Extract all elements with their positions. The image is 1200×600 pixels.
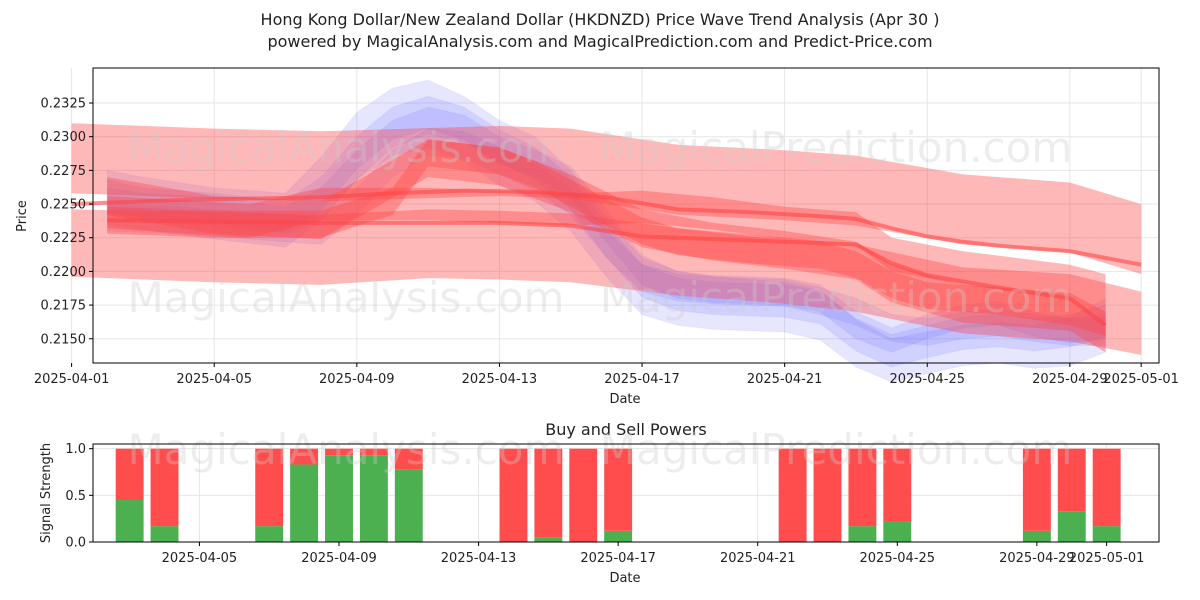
sell-bar [1022, 448, 1051, 531]
red-wave-band [107, 139, 1106, 353]
power-y-tick-label: 0.5 [65, 489, 86, 504]
power-x-tick-label: 2025-04-09 [301, 551, 377, 566]
buy-bar [150, 526, 179, 542]
buy-bar [1022, 530, 1051, 542]
power-y-axis: 0.0 0.5 1.0 [65, 442, 93, 551]
price-x-tick-label: 2025-04-13 [462, 372, 538, 387]
price-x-tick-label: 2025-04-17 [604, 372, 680, 387]
chart-subtitle: powered by MagicalAnalysis.com and Magic… [267, 32, 932, 51]
sell-bar [115, 448, 144, 500]
power-x-label: Date [609, 571, 640, 586]
red-trend-line [107, 218, 1107, 327]
watermark-analysis-top: MagicalAnalysis.com [128, 123, 565, 172]
red-trend-line [71, 188, 1142, 267]
price-x-tick-label: 2025-05-01 [1103, 372, 1179, 387]
red-wave-band [71, 209, 1142, 355]
power-x-tick-label: 2025-04-29 [999, 551, 1075, 566]
blue-wave-band [106, 128, 1106, 347]
sell-bar [604, 448, 633, 531]
price-x-tick-label: 2025-04-29 [1032, 372, 1108, 387]
sell-bar [778, 448, 807, 542]
price-y-tick-label: 0.2175 [41, 299, 87, 314]
watermark-prediction-bottom: MagicalPrediction.com [600, 425, 1073, 474]
price-y-tick-label: 0.2325 [41, 97, 87, 112]
power-y-tick-label: 1.0 [65, 442, 86, 457]
price-x-label: Date [609, 392, 640, 407]
sell-bar [325, 448, 353, 456]
power-bars [115, 448, 1121, 542]
price-y-tick-label: 0.2250 [41, 198, 87, 213]
price-axes-frame [92, 67, 1160, 364]
watermark-prediction-mid: MagicalPrediction.com [600, 273, 1073, 322]
price-x-tick-label: 2025-04-05 [176, 372, 252, 387]
sell-bar [290, 448, 319, 465]
buy-bar [255, 526, 284, 542]
buy-bar [1057, 511, 1086, 542]
sell-bar [150, 448, 179, 527]
price-grid [71, 68, 1159, 363]
price-y-axis: 0.2150 0.2175 0.2200 0.2225 0.2250 0.2275 0.23… [41, 97, 93, 347]
sell-bar [1057, 448, 1086, 512]
price-x-tick-label: 2025-04-09 [319, 372, 395, 387]
buy-bar [604, 530, 633, 542]
power-x-tick-label: 2025-04-13 [441, 551, 517, 566]
sell-bar [394, 448, 423, 470]
watermark-prediction-top: MagicalPrediction.com [600, 123, 1073, 172]
buy-bar [848, 526, 877, 542]
sell-bar [499, 448, 528, 542]
watermark-analysis-bottom: MagicalAnalysis.com [128, 425, 565, 474]
sell-bar [534, 448, 563, 538]
price-y-tick-label: 0.2150 [41, 332, 87, 347]
price-y-tick-label: 0.2200 [41, 265, 87, 280]
power-x-tick-label: 2025-05-01 [1069, 551, 1145, 566]
buy-bar [359, 455, 388, 542]
price-x-tick-label: 2025-04-01 [34, 372, 110, 387]
price-y-tick-label: 0.2225 [41, 231, 87, 246]
power-y-tick-label: 0.0 [65, 536, 86, 551]
trend-lines [71, 188, 1142, 327]
buy-bar [290, 464, 319, 542]
sell-bar [359, 448, 388, 456]
sell-bar [813, 448, 842, 542]
buy-bar [883, 521, 912, 542]
price-y-tick-label: 0.2300 [41, 130, 87, 145]
price-x-tick-label: 2025-04-21 [747, 372, 823, 387]
power-x-tick-label: 2025-04-17 [580, 551, 656, 566]
power-chart-title: Buy and Sell Powers [545, 420, 707, 439]
buy-bar [534, 537, 563, 542]
buy-bar [1092, 526, 1121, 542]
sell-bar [848, 448, 877, 527]
sell-bar [255, 448, 284, 527]
price-y-tick-label: 0.2275 [41, 164, 87, 179]
power-x-tick-label: 2025-04-21 [720, 551, 796, 566]
price-y-label: Price [15, 200, 30, 232]
buy-bar [394, 469, 423, 542]
sell-bar [1092, 448, 1121, 527]
sell-bar [569, 448, 598, 542]
power-axes-frame [92, 443, 1160, 543]
power-y-label: Signal Strength [39, 443, 54, 543]
price-x-tick-label: 2025-04-25 [889, 372, 965, 387]
power-chart: Buy and Sell Powers MagicalAnalysis.com … [39, 420, 1160, 586]
buy-bar [325, 455, 353, 542]
price-x-axis: 2025-04-01 2025-04-05 2025-04-09 2025-04-13… [34, 363, 1179, 387]
power-x-tick-label: 2025-04-05 [162, 551, 238, 566]
price-chart: MagicalAnalysis.com MagicalPrediction.co… [15, 67, 1179, 407]
buy-bar [115, 500, 144, 542]
watermark-analysis-mid: MagicalAnalysis.com [128, 273, 565, 322]
chart-title: Hong Kong Dollar/New Zealand Dollar (HKD… [261, 10, 940, 29]
power-x-axis: 2025-04-05 2025-04-09 2025-04-13 2025-04-17… [162, 542, 1145, 566]
sell-bar [883, 448, 912, 522]
power-x-tick-label: 2025-04-25 [860, 551, 936, 566]
